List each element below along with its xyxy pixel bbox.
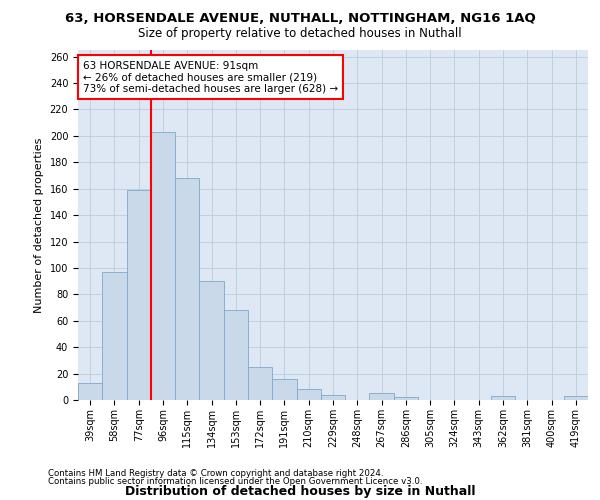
Bar [102,272,127,400]
Text: Contains HM Land Registry data © Crown copyright and database right 2024.: Contains HM Land Registry data © Crown c… [48,468,383,477]
Bar [248,367,272,400]
Text: Distribution of detached houses by size in Nuthall: Distribution of detached houses by size … [125,484,475,498]
Bar [491,396,515,400]
Text: 63 HORSENDALE AVENUE: 91sqm
← 26% of detached houses are smaller (219)
73% of se: 63 HORSENDALE AVENUE: 91sqm ← 26% of det… [83,60,338,94]
Bar [224,310,248,400]
Bar [394,398,418,400]
Bar [564,396,588,400]
Y-axis label: Number of detached properties: Number of detached properties [34,138,44,312]
Bar [296,390,321,400]
Bar [272,379,296,400]
Text: 63, HORSENDALE AVENUE, NUTHALL, NOTTINGHAM, NG16 1AQ: 63, HORSENDALE AVENUE, NUTHALL, NOTTINGH… [65,12,535,26]
Bar [321,394,345,400]
Text: Contains public sector information licensed under the Open Government Licence v3: Contains public sector information licen… [48,477,422,486]
Bar [175,178,199,400]
Bar [127,190,151,400]
Bar [151,132,175,400]
Bar [78,383,102,400]
Bar [370,394,394,400]
Bar [199,281,224,400]
Text: Size of property relative to detached houses in Nuthall: Size of property relative to detached ho… [138,28,462,40]
